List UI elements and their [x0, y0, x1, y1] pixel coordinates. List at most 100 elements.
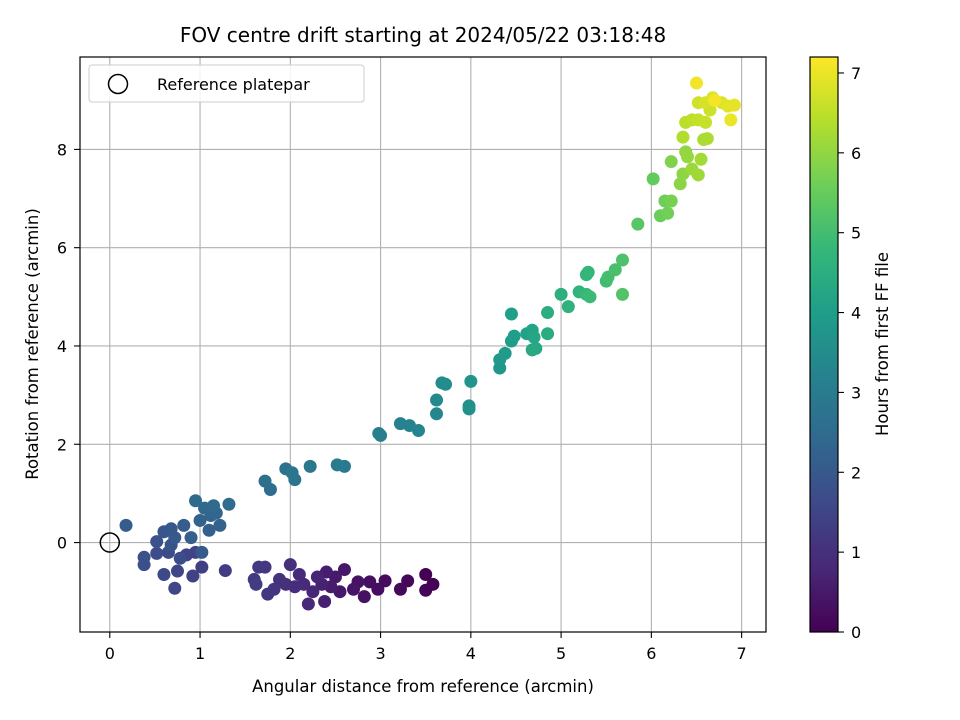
data-point: [292, 568, 306, 581]
data-point: [615, 287, 629, 301]
data-point: [430, 393, 444, 407]
data-point: [699, 115, 713, 129]
data-point: [195, 545, 209, 559]
data-point: [346, 582, 360, 596]
data-point: [393, 582, 407, 596]
data-point: [150, 546, 164, 560]
data-point: [462, 399, 476, 413]
data-point: [708, 93, 722, 107]
data-point: [374, 428, 388, 442]
data-point: [168, 531, 182, 545]
data-point: [439, 377, 453, 391]
data-point: [661, 206, 675, 220]
y-tick-label: 2: [57, 435, 67, 454]
data-point: [689, 76, 703, 90]
data-point: [310, 570, 324, 584]
data-point: [202, 523, 216, 537]
data-point: [464, 374, 478, 388]
data-point: [189, 494, 203, 508]
data-point: [193, 513, 207, 527]
data-point: [507, 329, 521, 343]
data-point: [301, 597, 315, 611]
data-point: [337, 563, 351, 577]
data-point: [150, 535, 164, 549]
reference-platepar-marker: [99, 532, 121, 553]
data-point: [676, 130, 690, 144]
data-point: [527, 330, 541, 344]
colorbar-frame: [809, 56, 839, 633]
data-point: [673, 177, 687, 191]
data-point: [207, 499, 221, 513]
x-axis-label: Angular distance from reference (arcmin): [252, 677, 594, 696]
data-point: [184, 531, 198, 545]
legend-box: [88, 64, 365, 103]
data-point: [631, 217, 645, 231]
y-axis-ticks: 0 2 4 6 8: [57, 140, 80, 553]
data-point: [357, 590, 371, 604]
colorbar-tick-label: 3: [851, 383, 861, 402]
data-point: [249, 577, 263, 591]
data-point: [664, 155, 678, 169]
y-tick-label: 4: [57, 337, 67, 356]
colorbar-gradient: [810, 57, 838, 632]
x-tick-label: 4: [466, 644, 476, 663]
legend: Reference platepar: [88, 64, 365, 103]
data-point: [608, 263, 622, 277]
data-point: [541, 327, 555, 341]
data-point: [258, 474, 272, 488]
x-axis-ticks: 0 1 2 3 4 5 6 7: [105, 632, 747, 663]
plot-background: [80, 57, 766, 632]
x-tick-label: 0: [105, 644, 115, 663]
plot-frame: [79, 56, 767, 633]
data-point: [724, 113, 738, 127]
data-point: [170, 564, 184, 578]
data-point: [694, 152, 708, 166]
x-tick-label: 3: [375, 644, 385, 663]
data-point: [213, 518, 227, 532]
colorbar-label: Hours from first FF file: [873, 252, 892, 436]
data-point: [691, 168, 705, 182]
colorbar: 0 1 2 3 4 5 6 7 Hours from first FF file: [809, 56, 892, 642]
x-tick-label: 1: [195, 644, 205, 663]
data-point: [554, 287, 568, 301]
y-tick-label: 0: [57, 534, 67, 553]
data-point: [283, 558, 297, 572]
colorbar-tick-label: 5: [851, 224, 861, 243]
data-point: [261, 587, 275, 601]
colorbar-tick-label: 1: [851, 543, 861, 562]
colorbar-tick-label: 4: [851, 304, 861, 323]
data-point: [306, 585, 320, 599]
data-point: [303, 459, 317, 473]
data-point: [615, 253, 629, 267]
data-point: [581, 265, 595, 279]
y-tick-label: 8: [57, 140, 67, 159]
colorbar-tick-label: 2: [851, 463, 861, 482]
data-point: [137, 550, 151, 564]
data-point: [525, 343, 539, 357]
data-point: [419, 583, 433, 597]
data-point: [285, 466, 299, 480]
data-point: [318, 595, 332, 609]
data-point: [157, 568, 171, 581]
data-point: [680, 150, 694, 164]
data-point: [727, 98, 741, 112]
y-axis-label: Rotation from reference (arcmin): [23, 208, 42, 480]
data-point: [419, 568, 433, 581]
x-tick-label: 6: [646, 644, 656, 663]
data-point: [363, 575, 377, 589]
plot-area: 0 1 2 3 4 5 6 7 0 2 4 6 8: [57, 56, 767, 663]
x-tick-label: 2: [285, 644, 295, 663]
colorbar-tick-label: 6: [851, 144, 861, 163]
data-point: [411, 424, 425, 438]
data-point: [177, 518, 191, 532]
data-point: [168, 581, 182, 595]
grid-lines: [80, 57, 766, 632]
x-tick-label: 7: [737, 644, 747, 663]
data-point: [700, 132, 714, 146]
data-point: [195, 560, 209, 574]
legend-marker: [107, 73, 129, 95]
data-point: [119, 518, 133, 532]
data-point: [583, 290, 597, 304]
legend-label: Reference platepar: [157, 75, 310, 94]
